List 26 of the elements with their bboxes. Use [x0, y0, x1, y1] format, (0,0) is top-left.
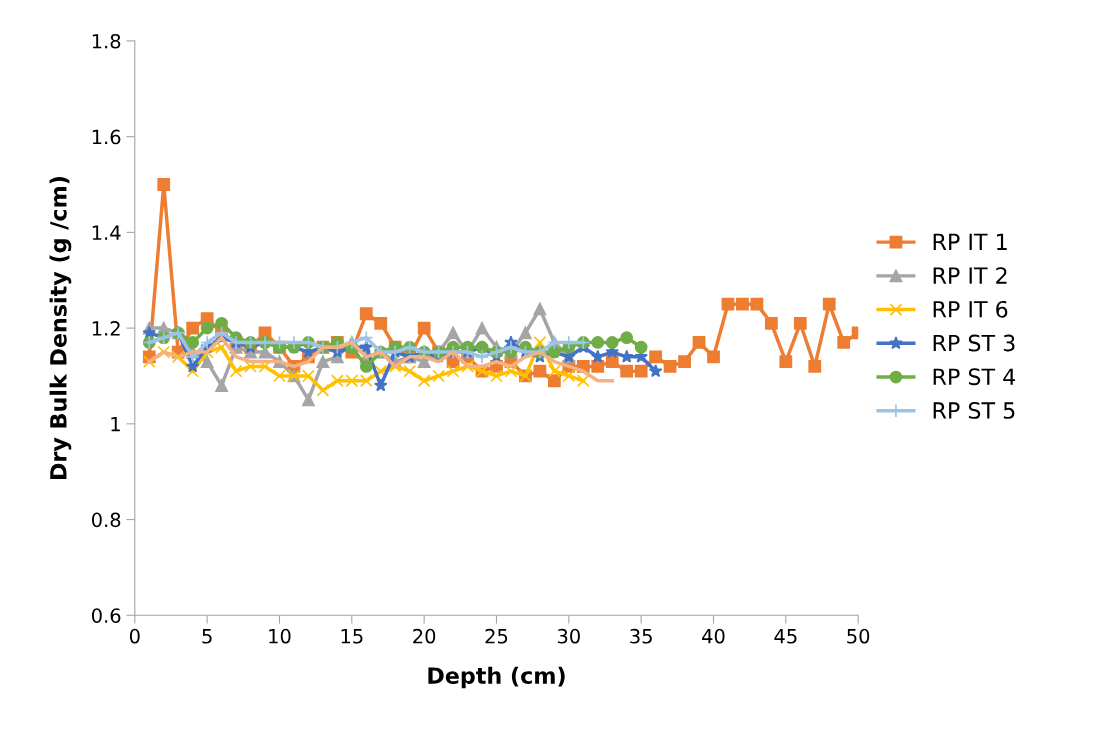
y-tick-label: 1.6 — [92, 129, 121, 145]
x-tick-label: 30 — [557, 628, 580, 644]
legend-label: RP ST 3 — [933, 334, 1015, 352]
y-tick-label: 1.2 — [92, 321, 120, 336]
x-tick-label: 35 — [630, 628, 652, 644]
legend-label: RP ST 4 — [933, 368, 1016, 386]
legend-label: RP ST 5 — [933, 402, 1015, 419]
legend-label: RP IT 1 — [933, 233, 1007, 250]
x-tick-label: 40 — [702, 628, 725, 644]
x-tick-label: 15 — [341, 629, 363, 644]
x-tick-label: 20 — [413, 628, 436, 644]
legend-label: RP IT 6 — [933, 300, 1008, 318]
y-tick-label: 0.8 — [91, 512, 121, 528]
y-tick-label: 1.4 — [92, 225, 121, 240]
x-tick-label: 0 — [129, 628, 140, 644]
x-tick-label: 25 — [485, 628, 508, 644]
y-tick-label: 1 — [111, 417, 120, 432]
x-tick-label: 50 — [847, 628, 870, 644]
x-axis-title: Depth (cm) — [428, 666, 565, 689]
y-axis-title: Dry Bulk Density (g /cm) — [49, 177, 72, 480]
x-tick-label: 10 — [269, 628, 291, 644]
x-tick-label: 45 — [774, 629, 797, 644]
x-tick-label: 5 — [202, 629, 212, 644]
y-tick-label: 0.6 — [91, 608, 121, 623]
legend-label: RP IT 2 — [933, 267, 1007, 284]
y-tick-label: 1.8 — [92, 33, 121, 49]
